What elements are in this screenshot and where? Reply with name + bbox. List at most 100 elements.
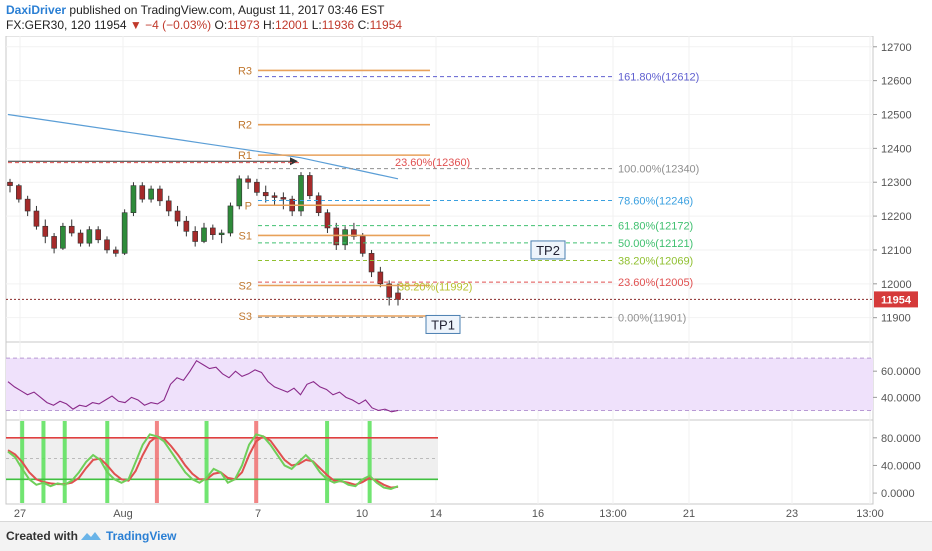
- signal-bar: [62, 421, 67, 503]
- rsi-tick-label: 60.0000: [881, 366, 921, 378]
- fib-inner-label: 23.60%(12360): [395, 157, 470, 169]
- low-label: L:: [311, 18, 322, 32]
- price-badge: [874, 291, 918, 308]
- candle: [368, 253, 375, 273]
- author-link[interactable]: DaxiDriver: [6, 3, 67, 17]
- moving-average-group: [7, 113, 399, 180]
- x-tick-label: 23: [786, 508, 798, 520]
- target-box: [425, 314, 461, 334]
- down-arrow-icon: ▼: [129, 18, 142, 32]
- signal-bar: [367, 421, 372, 503]
- chart-canvas[interactable]: 27 Aug 7 10 14 16 13:00 21 23 13:00 12700 12600 1250…: [0, 36, 932, 521]
- candle: [192, 231, 198, 242]
- candle: [298, 175, 304, 212]
- trend-arrow-icon: [290, 157, 298, 166]
- fib-label: 161.80%(12612): [618, 72, 699, 84]
- high-value: 12001: [275, 18, 309, 32]
- candle: [68, 225, 75, 234]
- signal-bar: [254, 421, 259, 503]
- candle: [351, 229, 357, 237]
- candle: [210, 227, 216, 236]
- candle: [77, 232, 84, 244]
- close-value: 11954: [369, 18, 403, 32]
- candle: [86, 229, 93, 244]
- candle: [315, 195, 322, 214]
- tradingview-logo-icon: [81, 532, 101, 540]
- low-value: 11936: [321, 18, 355, 32]
- fib-label: 100.00%(12340): [618, 164, 699, 176]
- tradingview-brand[interactable]: TradingView: [106, 529, 177, 543]
- y-tick-label: 12100: [881, 245, 912, 257]
- candle: [113, 249, 119, 254]
- fib-label: 61.80%(12172): [618, 221, 693, 233]
- candle: [104, 239, 110, 251]
- fib-label: 23.60%(12005): [618, 277, 693, 289]
- rsi-line: [7, 359, 399, 413]
- candle: [307, 175, 313, 197]
- candle: [201, 227, 207, 242]
- stoch-tick-label: 0.0000: [881, 488, 915, 500]
- candle: [157, 188, 163, 202]
- candle: [183, 220, 190, 232]
- fib-label: 50.00%(12121): [618, 238, 693, 250]
- pivot-label: S3: [239, 311, 252, 323]
- chart-header: DaxiDriver published on TradingView.com,…: [0, 0, 932, 36]
- candle: [148, 188, 154, 200]
- fib-label: 0.00%(11901): [618, 312, 686, 324]
- close-label: C:: [357, 18, 370, 32]
- price-change: −4 (−0.03%): [145, 18, 212, 32]
- pivot-label: R1: [238, 150, 252, 162]
- last-price: 11954: [94, 18, 127, 32]
- y-tick-label: 12500: [881, 110, 912, 122]
- y-tick-label: 11900: [881, 313, 911, 325]
- candle: [324, 212, 331, 229]
- candle: [333, 227, 340, 246]
- target-label: TP2: [536, 243, 560, 258]
- x-tick-label: 7: [255, 508, 261, 520]
- rsi-tick-label: 40.0000: [881, 392, 921, 404]
- symbol-label: FX:GER30, 120: [6, 18, 91, 32]
- candle: [60, 225, 66, 249]
- candle: [174, 210, 181, 222]
- fib-label: 38.20%(12069): [618, 255, 693, 267]
- target-label: TP1: [431, 317, 455, 332]
- signal-bar: [325, 421, 330, 503]
- x-tick-label: Aug: [113, 508, 133, 520]
- moving-average-line: [7, 113, 399, 180]
- candle: [24, 198, 31, 212]
- candle: [245, 178, 251, 183]
- candle: [130, 185, 137, 214]
- signal-bar: [204, 421, 209, 503]
- open-label: O:: [214, 18, 228, 32]
- fib-inner-label: 38.20%(11992): [398, 282, 472, 294]
- pivot-label: S1: [239, 230, 252, 242]
- high-label: H:: [263, 18, 276, 32]
- candle: [236, 178, 243, 207]
- pivot-label: R3: [238, 65, 252, 77]
- candle: [42, 225, 49, 237]
- candle: [33, 210, 40, 227]
- candle: [280, 197, 287, 200]
- x-tick-label: 13:00: [856, 508, 884, 520]
- price-badge-label: 11954: [881, 294, 912, 306]
- candle: [16, 185, 22, 200]
- open-value: 11973: [227, 18, 260, 32]
- signal-bar: [154, 421, 159, 503]
- stoch-k-line: [7, 433, 399, 490]
- y-tick-label: 12400: [881, 143, 912, 155]
- signal-bar: [41, 421, 46, 503]
- candle: [359, 236, 366, 254]
- candle: [165, 200, 172, 212]
- candle: [395, 292, 401, 300]
- y-tick-label: 12300: [881, 177, 912, 189]
- publish-line: DaxiDriver published on TradingView.com,…: [6, 3, 385, 17]
- pivot-label: R2: [238, 120, 252, 132]
- candle: [95, 229, 101, 241]
- y-tick-label: 12000: [881, 279, 912, 291]
- x-tick-label: 10: [356, 508, 368, 520]
- candle: [386, 283, 392, 298]
- x-tick-label: 27: [14, 508, 26, 520]
- x-tick-label: 14: [430, 508, 442, 520]
- x-tick-label: 13:00: [599, 508, 627, 520]
- candle: [342, 229, 348, 246]
